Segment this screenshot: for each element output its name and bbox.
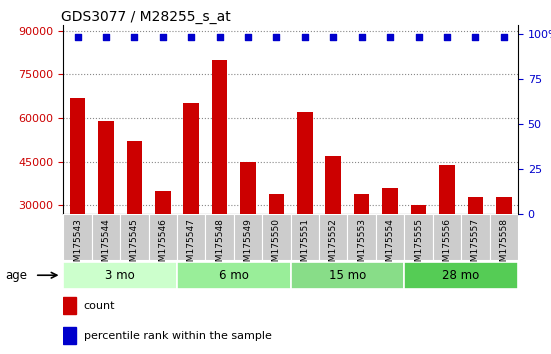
Bar (489, 214, 518, 260)
Bar (319, 214, 348, 260)
Bar (461, 214, 489, 260)
Text: percentile rank within the sample: percentile rank within the sample (84, 331, 272, 341)
Text: GSM175550: GSM175550 (272, 218, 281, 273)
Bar (404, 214, 433, 260)
Text: GSM175552: GSM175552 (329, 218, 338, 273)
Bar (70, 98, 85, 293)
Text: age: age (5, 269, 27, 282)
Bar (496, 197, 511, 293)
Bar (63, 214, 92, 260)
Bar (63, 327, 76, 344)
Point (329, 35, 338, 40)
Bar (63, 297, 76, 314)
Bar (206, 214, 234, 260)
Text: GDS3077 / M28255_s_at: GDS3077 / M28255_s_at (61, 10, 231, 24)
Point (73, 35, 82, 40)
Text: GSM175553: GSM175553 (357, 218, 366, 273)
Bar (326, 156, 341, 293)
Text: GSM175544: GSM175544 (101, 218, 111, 273)
Point (386, 35, 395, 40)
Bar (297, 112, 312, 293)
Bar (120, 214, 149, 260)
Point (499, 35, 508, 40)
Point (471, 35, 480, 40)
Text: GSM175545: GSM175545 (130, 218, 139, 273)
Point (272, 35, 281, 40)
Bar (291, 262, 404, 289)
Bar (348, 214, 376, 260)
Text: count: count (84, 301, 115, 310)
Text: GSM175546: GSM175546 (158, 218, 168, 273)
Text: GSM175557: GSM175557 (471, 218, 480, 273)
Bar (354, 194, 370, 293)
Bar (467, 197, 483, 293)
Bar (382, 188, 398, 293)
Bar (404, 262, 518, 289)
Bar (439, 165, 455, 293)
Point (300, 35, 309, 40)
Text: GSM175543: GSM175543 (73, 218, 82, 273)
Bar (177, 262, 291, 289)
Point (215, 35, 224, 40)
Bar (92, 214, 120, 260)
Point (244, 35, 252, 40)
Text: GSM175558: GSM175558 (499, 218, 508, 273)
Point (414, 35, 423, 40)
Point (357, 35, 366, 40)
Text: GSM175556: GSM175556 (442, 218, 451, 273)
Bar (98, 121, 114, 293)
Bar (240, 162, 256, 293)
Text: 6 mo: 6 mo (219, 269, 249, 282)
Point (130, 35, 139, 40)
Text: GSM175547: GSM175547 (187, 218, 196, 273)
Bar (262, 214, 291, 260)
Text: 3 mo: 3 mo (105, 269, 135, 282)
Text: GSM175549: GSM175549 (244, 218, 252, 273)
Bar (183, 103, 199, 293)
Point (187, 35, 196, 40)
Bar (376, 214, 404, 260)
Bar (212, 60, 228, 293)
Bar (433, 214, 461, 260)
Text: GSM175551: GSM175551 (300, 218, 309, 273)
Point (101, 35, 110, 40)
Text: GSM175554: GSM175554 (386, 218, 395, 273)
Bar (127, 141, 142, 293)
Text: GSM175548: GSM175548 (215, 218, 224, 273)
Bar (269, 194, 284, 293)
Point (442, 35, 451, 40)
Bar (149, 214, 177, 260)
Bar (410, 205, 426, 293)
Text: 28 mo: 28 mo (442, 269, 480, 282)
Bar (291, 214, 319, 260)
Bar (63, 262, 177, 289)
Bar (155, 191, 171, 293)
Bar (234, 214, 262, 260)
Text: GSM175555: GSM175555 (414, 218, 423, 273)
Point (158, 35, 167, 40)
Bar (177, 214, 206, 260)
Text: 15 mo: 15 mo (329, 269, 366, 282)
